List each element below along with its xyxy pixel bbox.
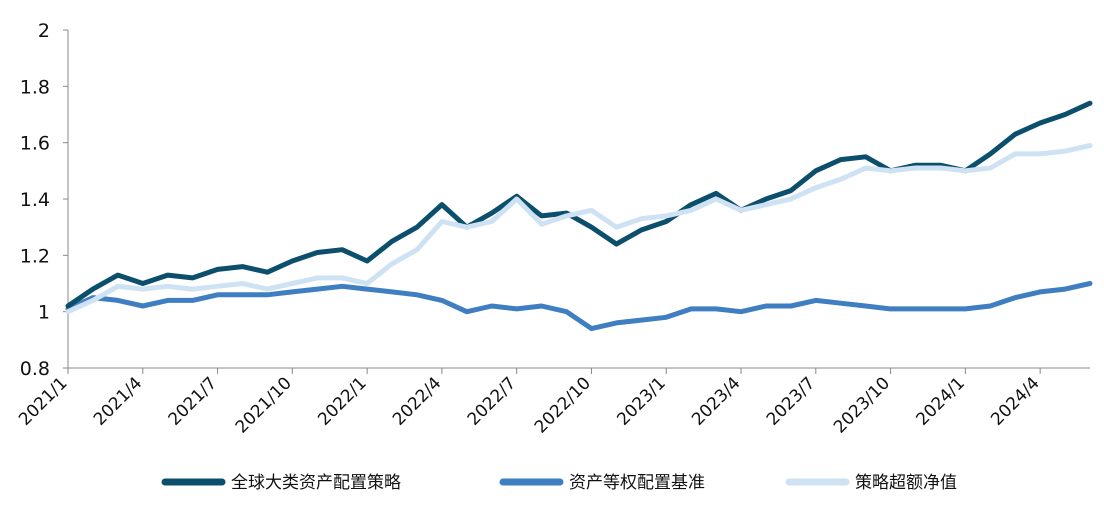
x-tick-label: 2023/1 — [613, 373, 669, 429]
y-tick-label: 1.4 — [20, 189, 50, 211]
x-tick-label: 2023/10 — [830, 373, 894, 437]
series-line-1 — [65, 100, 1093, 309]
x-tick-label: 2021/1 — [15, 373, 71, 429]
series-line-2 — [65, 281, 1093, 332]
x-tick-label: 2023/4 — [688, 373, 744, 429]
legend-label-1: 全球大类资产配置策略 — [231, 473, 401, 493]
x-tick-label: 2022/4 — [389, 373, 445, 429]
y-tick-label: 0.8 — [20, 358, 50, 380]
legend: 全球大类资产配置策略 资产等权配置基准 策略超额净值 — [161, 473, 957, 493]
legend-label-2: 资产等权配置基准 — [569, 473, 705, 493]
x-tick-label: 2024/1 — [912, 373, 968, 429]
x-tick-label: 2022/7 — [464, 373, 520, 429]
y-tick-label: 1.6 — [20, 133, 50, 155]
x-tick-label: 2023/7 — [763, 373, 819, 429]
x-axis: 2021/1 2021/4 2021/7 2021/10 2022/1 2022/4 202… — [15, 367, 1090, 437]
x-tick-label: 2021/10 — [232, 373, 296, 437]
y-axis: 0.8 1 1.2 1.4 1.6 1.8 2 — [20, 20, 69, 380]
y-tick-label: 1.8 — [20, 76, 50, 98]
x-tick-label: 2021/7 — [165, 373, 221, 429]
y-tick-label: 1.2 — [20, 245, 50, 267]
x-tick-label: 2022/1 — [314, 373, 370, 429]
legend-label-3: 策略超额净值 — [855, 473, 957, 493]
series-line-3 — [65, 143, 1093, 315]
y-tick-label: 1 — [38, 302, 50, 324]
x-tick-label: 2021/4 — [90, 373, 146, 429]
x-tick-label: 2024/4 — [987, 373, 1043, 429]
x-tick-label: 2022/10 — [531, 373, 595, 437]
series-layer — [65, 100, 1093, 332]
y-tick-label: 2 — [38, 20, 50, 42]
